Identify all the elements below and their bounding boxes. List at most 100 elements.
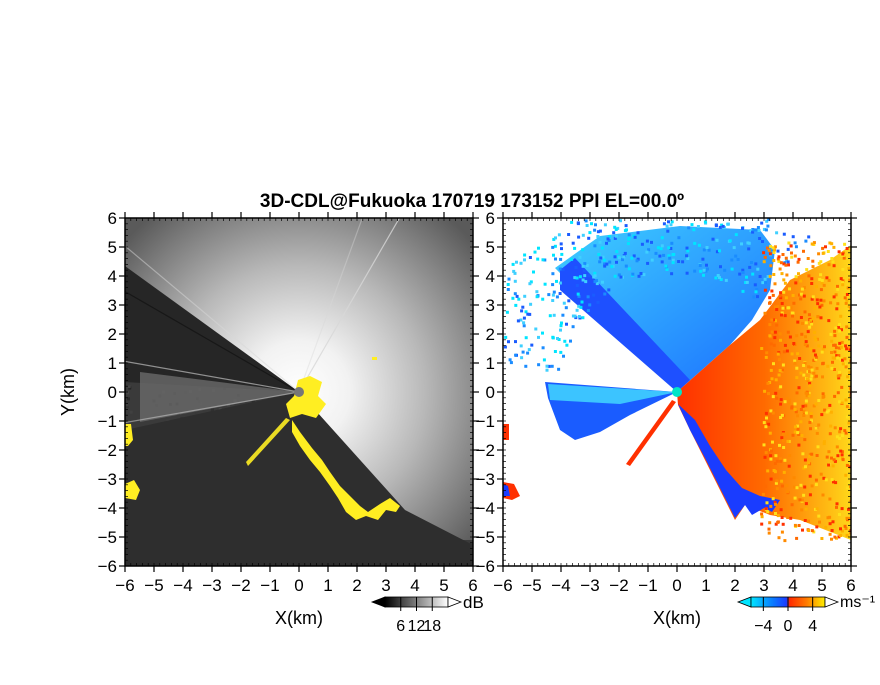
velocity-speckle-negative: [668, 256, 672, 260]
velocity-speckle-positive: [845, 293, 849, 296]
velocity-speckle-positive: [840, 453, 844, 457]
velocity-speckle-positive: [778, 358, 781, 362]
snr-x-tick-label: −1: [260, 576, 279, 595]
velocity-speckle-positive: [805, 377, 809, 381]
velocity-speckle-positive: [787, 464, 791, 468]
velocity-speckle-positive: [773, 245, 777, 249]
velocity-speckle-negative: [757, 229, 761, 232]
velocity-speckle-negative: [536, 257, 540, 261]
velocity-speckle-negative: [640, 242, 644, 246]
velocity-speckle-negative: [670, 272, 674, 276]
velocity-speckle-positive: [799, 371, 803, 375]
velocity-speckle-positive: [823, 345, 826, 349]
velocity-speckle-negative: [614, 234, 618, 238]
velocity-speckle-negative: [617, 256, 621, 260]
velocity-speckle-negative: [723, 268, 727, 272]
velocity-speckle-positive: [815, 431, 819, 435]
velocity-speckle-negative: [690, 223, 694, 227]
velocity-speckle-negative: [756, 267, 760, 271]
velocity-speckle-negative: [521, 305, 525, 309]
velocity-speckle-positive: [809, 412, 813, 415]
snr-yellow-edge-southwest: [125, 480, 140, 500]
velocity-speckle-positive: [796, 427, 800, 431]
velocity-speckle-positive: [777, 536, 781, 540]
velocity-speckle-positive: [844, 398, 848, 402]
velocity-speckle-negative: [667, 246, 671, 250]
velocity-speckle-positive: [812, 349, 816, 353]
velocity-speckle-negative: [697, 243, 701, 247]
velocity-speckle-positive: [782, 278, 786, 282]
velocity-speckle-negative: [528, 256, 532, 259]
velocity-speckle-positive: [803, 519, 807, 522]
velocity-speckle-positive: [833, 368, 836, 371]
velocity-speckle-negative: [593, 280, 597, 284]
velocity-speckle-positive: [830, 478, 834, 482]
velocity-speckle-positive: [811, 265, 815, 269]
velocity-speckle-positive: [793, 523, 797, 527]
velocity-speckle-positive: [840, 385, 844, 389]
velocity-speckle-positive: [833, 343, 837, 347]
velocity-speckle-negative: [555, 279, 558, 283]
velocity-speckle-negative: [598, 229, 602, 233]
velocity-speckle-positive: [781, 439, 785, 443]
velocity-speckle-negative: [550, 364, 554, 368]
velocity-speckle-positive: [763, 288, 767, 292]
velocity-speckle-positive: [845, 247, 849, 250]
velocity-speckle-positive: [844, 365, 848, 369]
velocity-speckle-negative: [744, 281, 748, 284]
velocity-speckle-positive: [820, 303, 824, 307]
velocity-speckle-positive: [827, 463, 831, 467]
velocity-speckle-positive: [794, 410, 798, 414]
velocity-speckle-positive: [813, 330, 817, 334]
velocity-speckle-negative: [557, 367, 561, 371]
velocity-speckle-negative: [786, 247, 790, 251]
velocity-speckle-positive: [808, 325, 812, 329]
velocity-spike: [626, 400, 676, 466]
velocity-speckle-positive: [822, 440, 826, 444]
velocity-speckle-positive: [818, 520, 821, 524]
velocity-speckle-positive: [764, 411, 768, 415]
velocity-speckle-positive: [846, 375, 850, 379]
velocity-speckle-positive: [768, 323, 772, 327]
snr-left-rays: [140, 372, 299, 422]
velocity-speckle-positive: [807, 461, 811, 465]
velocity-speckle-positive: [821, 251, 825, 255]
velocity-speckle-positive: [779, 398, 783, 402]
velocity-speckle-positive: [790, 255, 794, 259]
velocity-speckle-positive: [799, 297, 803, 301]
velocity-speckle-positive: [808, 370, 811, 373]
velocity-speckle-negative: [707, 248, 711, 252]
snr-ray: [125, 245, 300, 393]
velocity-speckle-positive: [768, 274, 772, 278]
velocity-speckle-negative: [669, 223, 673, 227]
velocity-speckle-negative: [573, 276, 577, 280]
velocity-speckle-positive: [769, 368, 773, 372]
velocity-speckle-positive: [837, 250, 841, 254]
velocity-speckle-positive: [774, 502, 777, 506]
velocity-speckle-positive: [848, 516, 851, 520]
velocity-speckle-positive: [773, 248, 776, 252]
velocity-speckle-negative: [734, 233, 738, 237]
velocity-speckle-positive: [764, 425, 768, 429]
velocity-speckle-negative: [516, 319, 520, 323]
velocity-speckle-positive: [775, 308, 779, 311]
velocity-speckle-negative: [548, 314, 552, 318]
velocity-west-edge-echo: [503, 424, 509, 440]
velocity-x-tick-label: 2: [730, 576, 739, 595]
velocity-speckle-positive: [819, 273, 823, 277]
velocity-y-tick-label: 6: [486, 209, 495, 228]
velocity-speckle-negative: [685, 246, 689, 250]
velocity-speckle-positive: [786, 330, 790, 334]
velocity-speckle-positive: [809, 414, 813, 418]
velocity-speckle-positive: [793, 430, 797, 434]
velocity-speckle-positive: [786, 439, 790, 443]
velocity-x-tick-label: −2: [609, 576, 628, 595]
velocity-speckle-negative: [755, 228, 758, 232]
velocity-speckle-negative: [545, 364, 549, 368]
velocity-speckle-positive: [830, 339, 834, 343]
velocity-speckle-negative: [705, 263, 708, 267]
snr-colorbar-tick-label: 6: [396, 618, 405, 635]
velocity-speckle-positive: [769, 244, 773, 248]
velocity-speckle-positive: [846, 486, 850, 490]
velocity-speckle-negative: [656, 246, 660, 250]
